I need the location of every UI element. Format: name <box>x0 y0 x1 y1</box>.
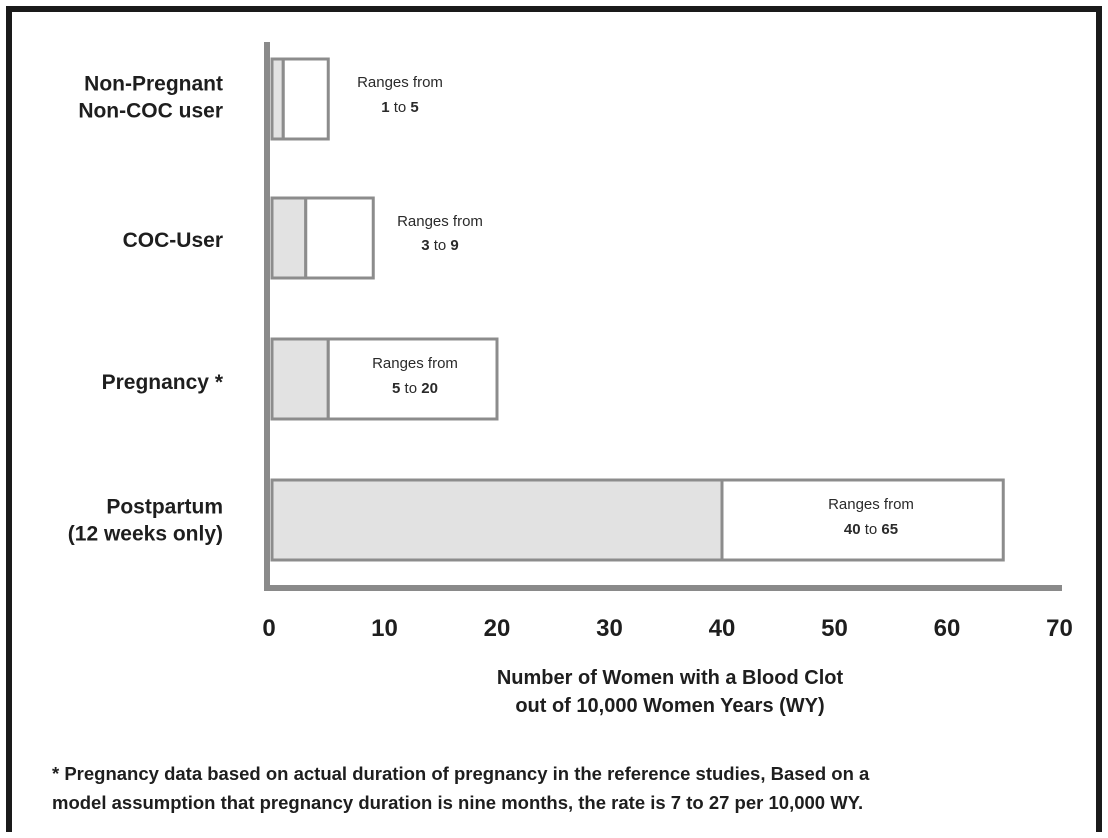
category-label: Non-COC user <box>78 100 223 123</box>
figure-frame <box>6 6 1102 832</box>
range-annotation-title: Ranges from <box>828 496 914 513</box>
bar-upper-2 <box>326 337 499 421</box>
category-label: (12 weeks only) <box>68 523 223 546</box>
bar-upper-3 <box>720 478 1005 562</box>
x-tick-label: 40 <box>709 615 736 642</box>
x-axis-title: Number of Women with a Blood Clot <box>497 667 844 689</box>
x-tick-label: 10 <box>371 615 398 642</box>
range-annotation-title: Ranges from <box>397 213 483 230</box>
bar-upper-0 <box>281 57 330 141</box>
bar-lower-0 <box>270 57 285 141</box>
bar-lower-2 <box>270 337 330 421</box>
x-tick-label: 60 <box>934 615 961 642</box>
range-annotation-title: Ranges from <box>372 355 458 372</box>
category-label: COC-User <box>123 229 223 252</box>
range-annotation-values: 40 to 65 <box>844 521 898 538</box>
category-label: Postpartum <box>106 496 223 519</box>
range-annotation-values: 1 to 5 <box>381 99 419 116</box>
x-tick-label: 0 <box>262 615 275 642</box>
footnote-line: model assumption that pregnancy duration… <box>52 792 863 813</box>
category-label: Pregnancy * <box>102 371 224 394</box>
category-label: Non-Pregnant <box>84 73 223 96</box>
x-axis-title: out of 10,000 Women Years (WY) <box>515 695 824 717</box>
footnote-line: * Pregnancy data based on actual duratio… <box>52 763 870 784</box>
range-annotation-values: 3 to 9 <box>421 237 459 254</box>
bar-lower-3 <box>270 478 724 562</box>
x-tick-label: 70 <box>1046 615 1073 642</box>
range-annotation-values: 5 to 20 <box>392 380 438 397</box>
bar-lower-1 <box>270 196 308 280</box>
bar-upper-1 <box>304 196 375 280</box>
range-annotation-title: Ranges from <box>357 74 443 91</box>
x-tick-label: 50 <box>821 615 848 642</box>
x-tick-label: 30 <box>596 615 623 642</box>
x-tick-label: 20 <box>484 615 511 642</box>
